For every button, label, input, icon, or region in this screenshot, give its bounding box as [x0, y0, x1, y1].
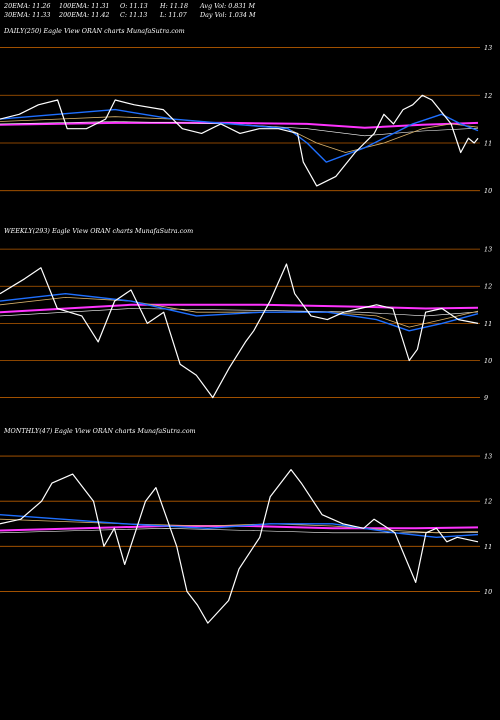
- daily-panel-label: DAILY(250) Eagle View ORAN charts Munafa…: [4, 27, 185, 35]
- avg-vol-readout: Avg Vol: 0.831 M: [200, 2, 256, 10]
- close-readout: C: 11.13: [120, 11, 148, 19]
- series-100ema-line-1: [0, 308, 479, 317]
- ema100-readout: 100EMA: 11.31: [59, 2, 110, 10]
- weekly-panel-label: WEEKLY(293) Eagle View ORAN charts Munaf…: [4, 227, 194, 235]
- ema20-readout: 20EMA: 11.26: [4, 2, 51, 10]
- series-20ema-line-2: [0, 514, 479, 538]
- open-readout: O: 11.13: [120, 2, 148, 10]
- y-tick-label: 12: [484, 92, 492, 100]
- high-readout: H: 11.18: [160, 2, 189, 10]
- series-200ema-line-0: [0, 121, 479, 129]
- y-tick-label: 12: [484, 498, 492, 506]
- series-20ema-line-1: [0, 293, 479, 332]
- low-readout: L: 11.07: [160, 11, 187, 19]
- y-tick-label: 13: [484, 453, 492, 461]
- series-100ema-line-0: [0, 121, 479, 137]
- series-price-line-1: [0, 263, 479, 399]
- y-tick-label: 11: [484, 320, 492, 328]
- y-tick-label: 13: [484, 246, 492, 254]
- y-tick-label: 9: [484, 394, 488, 402]
- series-100ema-line-2: [0, 527, 479, 534]
- y-tick-label: 10: [484, 588, 492, 596]
- day-vol-readout: Day Vol: 1.034 M: [200, 11, 256, 19]
- series-price-line-0: [0, 94, 479, 187]
- series-price-line-2: [0, 469, 479, 624]
- y-tick-label: 11: [484, 139, 492, 147]
- y-tick-label: 10: [484, 187, 492, 195]
- ema200-readout: 200EMA: 11.42: [59, 11, 110, 19]
- y-tick-label: 12: [484, 283, 492, 291]
- series-30ema-line-0: [0, 116, 479, 153]
- y-tick-label: 13: [484, 44, 492, 52]
- monthly-panel-label: MONTHLY(47) Eagle View ORAN charts Munaf…: [4, 427, 196, 435]
- y-tick-label: 11: [484, 543, 492, 551]
- series-20ema-line-0: [0, 108, 479, 163]
- y-tick-label: 10: [484, 357, 492, 365]
- ema30-readout: 30EMA: 11.33: [4, 11, 51, 19]
- series-200ema-line-1: [0, 303, 479, 314]
